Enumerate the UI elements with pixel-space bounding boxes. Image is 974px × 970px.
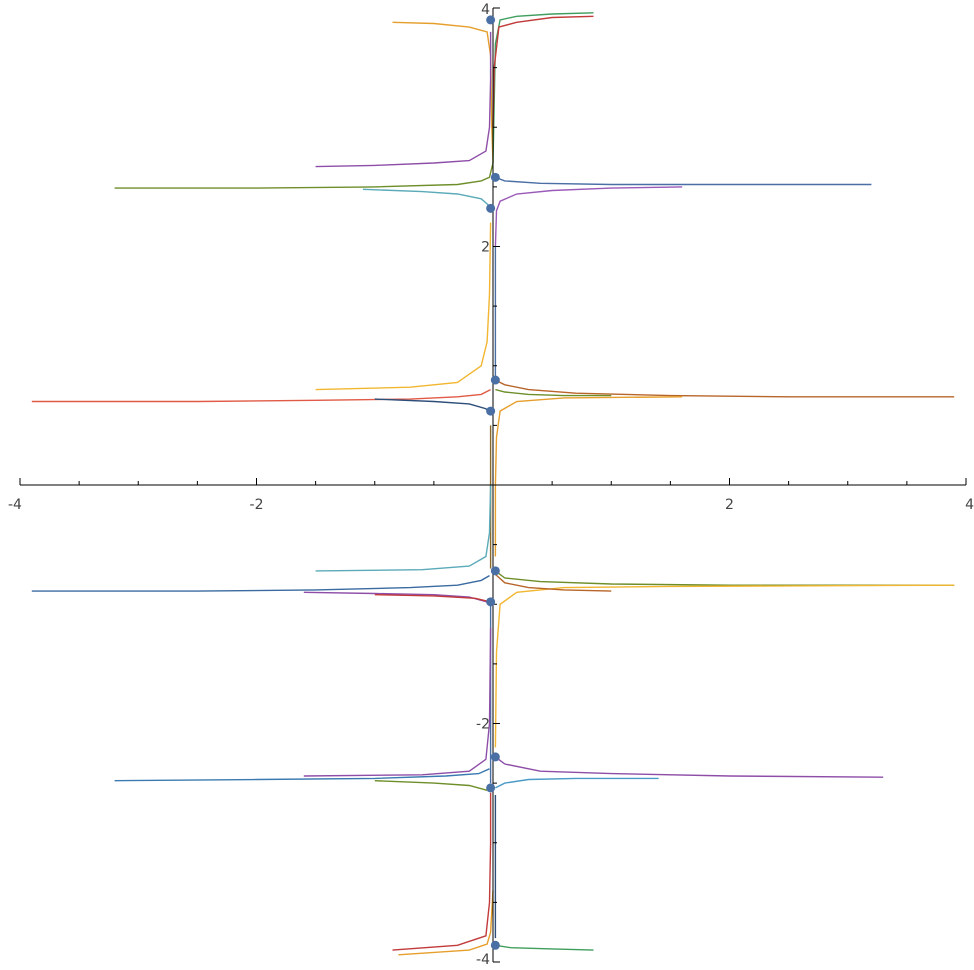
tick-labels-layer: -4 -2 2 4 4 2 -2 -4 [8, 2, 974, 968]
y-tick-label: -4 [476, 952, 490, 968]
data-point-4 [490, 375, 500, 385]
series-curve-32 [495, 944, 594, 951]
x-tick-label: -4 [8, 497, 22, 513]
data-point-5 [486, 406, 496, 416]
data-point-9 [486, 783, 496, 793]
series-curve-29 [495, 777, 659, 789]
series-curve-25 [303, 628, 492, 777]
series-curve-12 [374, 398, 492, 414]
x-tick-label: 2 [725, 497, 734, 513]
data-point-2 [490, 172, 500, 182]
series-curve-3 [492, 15, 594, 128]
series-curve-14 [495, 388, 612, 397]
data-point-7 [486, 597, 496, 607]
x-tick-label: -2 [250, 497, 264, 513]
data-point-8 [490, 752, 500, 762]
data-point-6 [490, 566, 500, 576]
series-curve-1 [392, 21, 494, 164]
series-curve-31 [398, 890, 494, 956]
y-tick-label: 2 [481, 240, 490, 256]
series-curve-21 [374, 594, 491, 603]
ticks-layer [19, 7, 967, 963]
points-layer [486, 15, 500, 950]
series-curve-13 [495, 379, 955, 398]
series-curve-4 [315, 31, 492, 168]
series-curve-5 [114, 162, 494, 189]
series-curve-28 [494, 756, 884, 778]
series-curve-11 [31, 388, 491, 403]
y-tick-label: 4 [481, 2, 490, 18]
series-curve-6 [495, 176, 872, 186]
series-curve-8 [494, 186, 683, 247]
series-curve-10 [315, 222, 492, 391]
data-point-1 [486, 15, 496, 25]
series-curve-18 [31, 574, 490, 592]
series-curve-15 [494, 396, 683, 557]
series-curve-7 [362, 188, 490, 207]
x-tick-label: 4 [965, 497, 974, 513]
series-curve-17 [315, 484, 492, 572]
series-curve-27 [374, 780, 488, 791]
series-curve-22 [494, 584, 955, 748]
curves-layer [31, 12, 955, 956]
series-curve-23 [494, 573, 612, 592]
y-tick-label: -2 [476, 717, 490, 733]
data-point-10 [490, 940, 500, 950]
series-curve-19 [494, 570, 955, 586]
series-curve-2 [492, 12, 594, 164]
series-curve-26 [114, 768, 490, 782]
series-curve-30 [392, 792, 492, 951]
data-point-3 [486, 203, 496, 213]
